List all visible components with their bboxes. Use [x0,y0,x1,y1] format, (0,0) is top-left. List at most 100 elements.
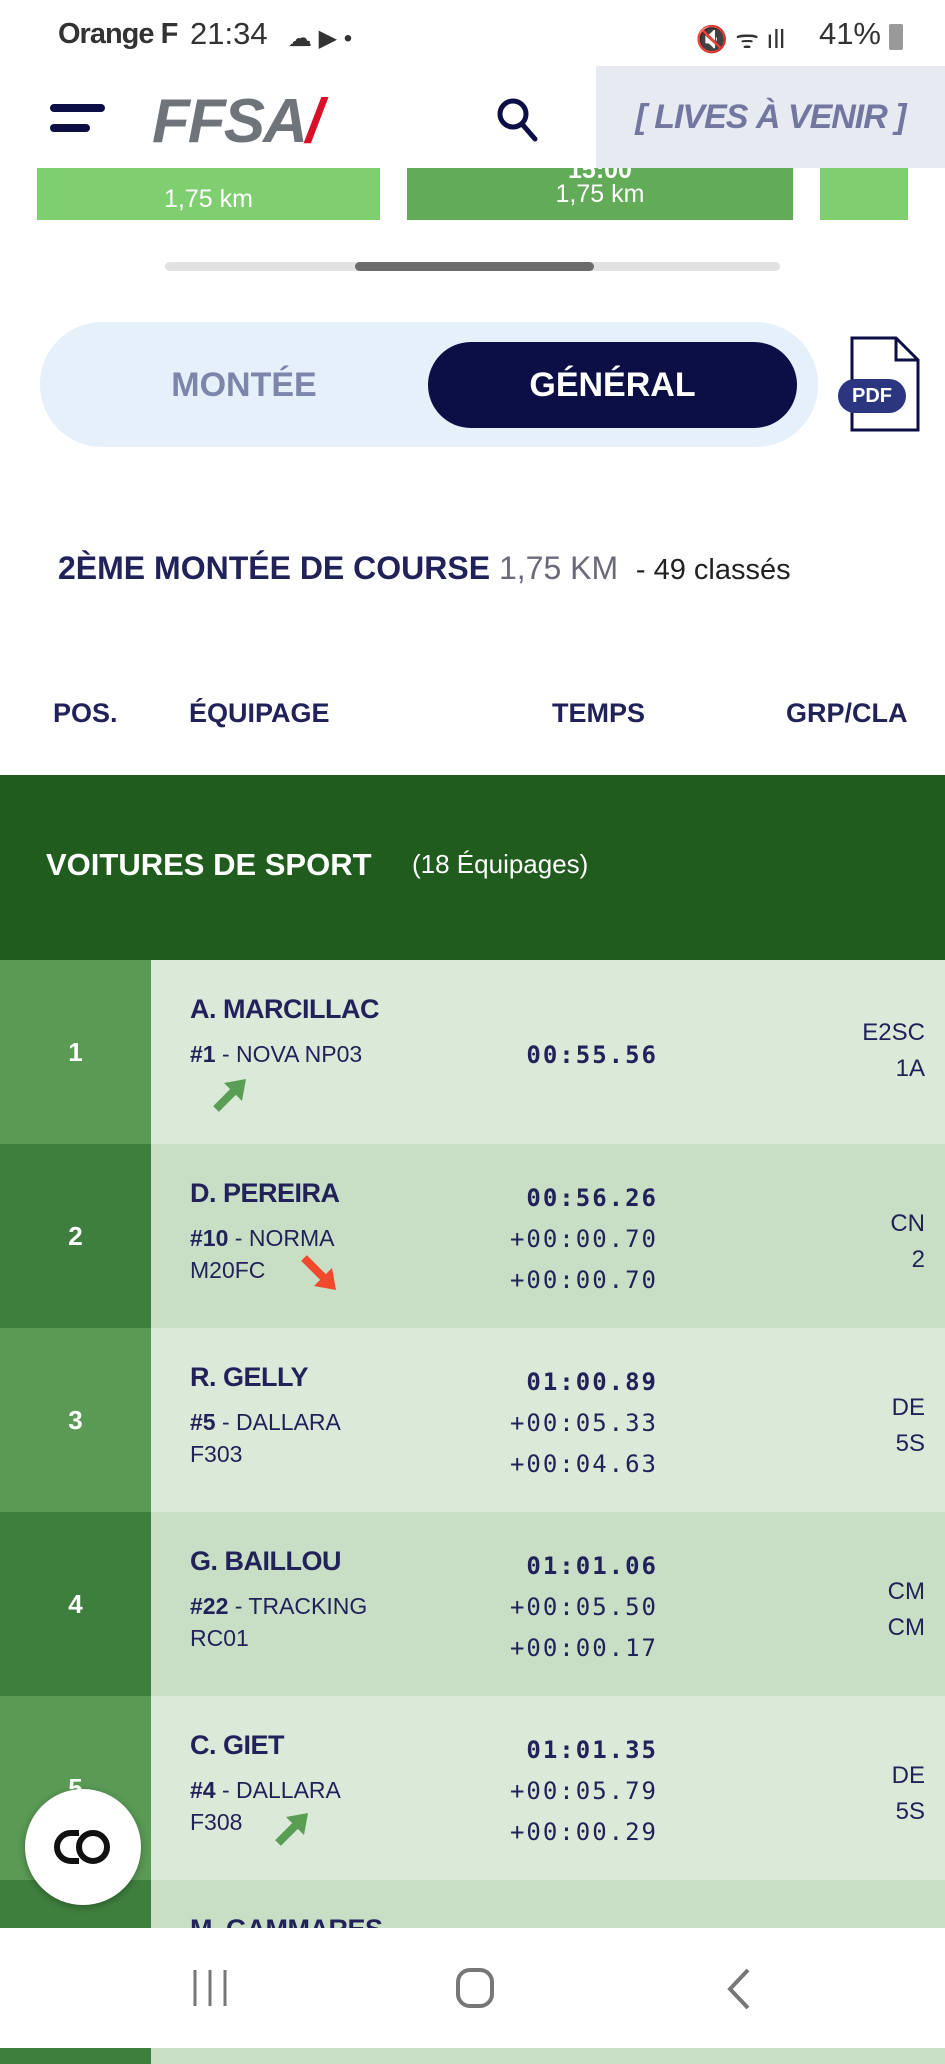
group-class: CM CM [888,1574,925,1646]
stage-card[interactable]: 1,75 km [37,168,380,220]
gap-leader: +00:05.79 [509,1777,658,1805]
car-model: TRACKING RC01 [190,1593,368,1651]
system-nav-bar [0,1928,945,2048]
stage-card-active[interactable]: 15:00 1,75 km [407,168,793,220]
menu-icon[interactable] [50,104,105,132]
class: 5S [895,1430,925,1457]
class: 1A [895,1055,925,1082]
trend-up-icon [213,1079,246,1112]
search-icon[interactable] [495,96,541,144]
position: 1 [0,960,151,1144]
group-class: DE 5S [892,1758,925,1830]
car-number: #10 [190,1225,229,1251]
gap-previous: +00:00.70 [509,1266,658,1294]
car-number: #5 [190,1409,216,1435]
tab-general[interactable]: GÉNÉRAL [428,342,797,428]
gap-leader: +00:05.33 [509,1409,658,1437]
signal-icons: 🔇 ᯤ ıll [695,24,785,54]
time-block: 01:01.35 +00:05.79 +00:00.29 [510,1730,658,1853]
group-header: VOITURES DE SPORT (18 Équipages) [0,775,945,960]
car-model: DALLARA F303 [190,1409,340,1467]
group-class: CN 2 [890,1206,925,1278]
group-class: DE 5S [892,1390,925,1462]
car-info: #5 - DALLARA F303 [190,1409,340,1467]
carousel-scroll-thumb[interactable] [355,262,594,271]
table-row[interactable]: 4 G. BAILLOU #22 - TRACKING RC01 01:01.0… [0,1512,945,1696]
car-number: #22 [190,1593,229,1619]
time: 01:01.35 [526,1736,658,1764]
group: DE [891,1762,925,1789]
col-grp: GRP/CLA [786,698,908,728]
gap-previous: +00:04.63 [509,1450,658,1478]
time-block: 00:56.26 +00:00.70 +00:00.70 [510,1178,658,1301]
group-name: VOITURES DE SPORT [46,847,372,882]
gap-leader: +00:00.70 [509,1225,658,1253]
table-row[interactable]: 5 C. GIET #4 - DALLARA F308 01:01.35 +00:… [0,1696,945,1880]
car-info: #1 - NOVA NP03 [190,1041,363,1067]
table-row[interactable]: 1 A. MARCILLAC #1 - NOVA NP03 00:55.56 E… [0,960,945,1144]
car-model: NORMA M20FC [190,1225,334,1283]
recent-apps-icon[interactable] [190,1968,230,2008]
lives-button[interactable]: [ LIVES À VENIR ] [596,66,945,168]
driver-name: C. GIET [190,1730,285,1760]
status-bar: Orange F 21:34 ☁ ▶ • 🔇 ᯤ ıll 41% [0,0,945,66]
loop-icon [54,1830,110,1864]
group: CM [887,1578,925,1605]
position: 4 [0,1512,151,1696]
driver-name: R. GELLY [190,1362,309,1392]
group: CN [890,1210,925,1237]
class: 2 [911,1246,925,1273]
gap-previous: +00:00.17 [509,1634,658,1662]
table-row[interactable]: 3 R. GELLY #5 - DALLARA F303 01:00.89 +00… [0,1328,945,1512]
time-block: 01:01.06 +00:05.50 +00:00.17 [510,1546,658,1669]
position: 3 [0,1328,151,1512]
class: 5S [895,1798,925,1825]
group: DE [891,1394,925,1421]
stage-name: 2ÈME MONTÉE DE COURSE [58,550,491,586]
section-title: 2ÈME MONTÉE DE COURSE 1,75 KM - 49 class… [58,550,791,587]
ffsa-logo[interactable]: FFSA/ [152,87,323,156]
position: 2 [0,1144,151,1328]
class: CM [887,1614,925,1641]
car-number: #1 [190,1041,216,1067]
time: 00:55.56 [526,1041,658,1069]
car-model: DALLARA F308 [190,1777,340,1835]
col-pos: POS. [53,698,118,728]
stage-distance: 1,75 KM [498,550,619,586]
trend-down-icon [301,1255,336,1290]
stage-card[interactable] [820,168,908,220]
trend-up-icon [275,1813,308,1846]
time: 00:56.26 [526,1184,658,1212]
classified-count: - 49 classés [635,554,791,586]
table-row[interactable]: 2 D. PEREIRA #10 - NORMA M20FC 00:56.26 +… [0,1144,945,1328]
carrier: Orange F [58,18,178,50]
driver-name: G. BAILLOU [190,1546,342,1576]
driver-name: A. MARCILLAC [190,994,379,1024]
clock: 21:34 [190,16,268,51]
car-info: #22 - TRACKING RC01 [190,1593,368,1651]
gap-previous: +00:00.29 [509,1818,658,1846]
home-icon[interactable] [454,1966,498,2010]
cloud-icon: ☁ ▶ • [288,25,353,52]
car-number: #4 [190,1777,216,1803]
car-info: #10 - NORMA M20FC [190,1225,334,1283]
group: E2SC [862,1019,925,1046]
tab-montee[interactable]: MONTÉE [171,365,317,404]
col-crew: ÉQUIPAGE [189,698,330,728]
car-model: NOVA NP03 [236,1041,363,1067]
car-info: #4 - DALLARA F308 [190,1777,340,1835]
col-time: TEMPS [552,698,646,728]
driver-name: D. PEREIRA [190,1178,340,1208]
gap-leader: +00:05.50 [509,1593,658,1621]
accessibility-button[interactable] [25,1789,141,1905]
time: 01:00.89 [526,1368,658,1396]
time: 01:01.06 [526,1552,658,1580]
battery-icon [889,24,903,50]
group-count: (18 Équipages) [412,849,589,879]
time-block: 00:55.56 [526,1035,658,1076]
group-class: E2SC 1A [862,1015,925,1087]
time-block: 01:00.89 +00:05.33 +00:04.63 [510,1362,658,1485]
pdf-button[interactable]: PDF [838,335,922,433]
back-icon[interactable] [724,1968,754,2010]
battery: 41% [818,16,881,51]
